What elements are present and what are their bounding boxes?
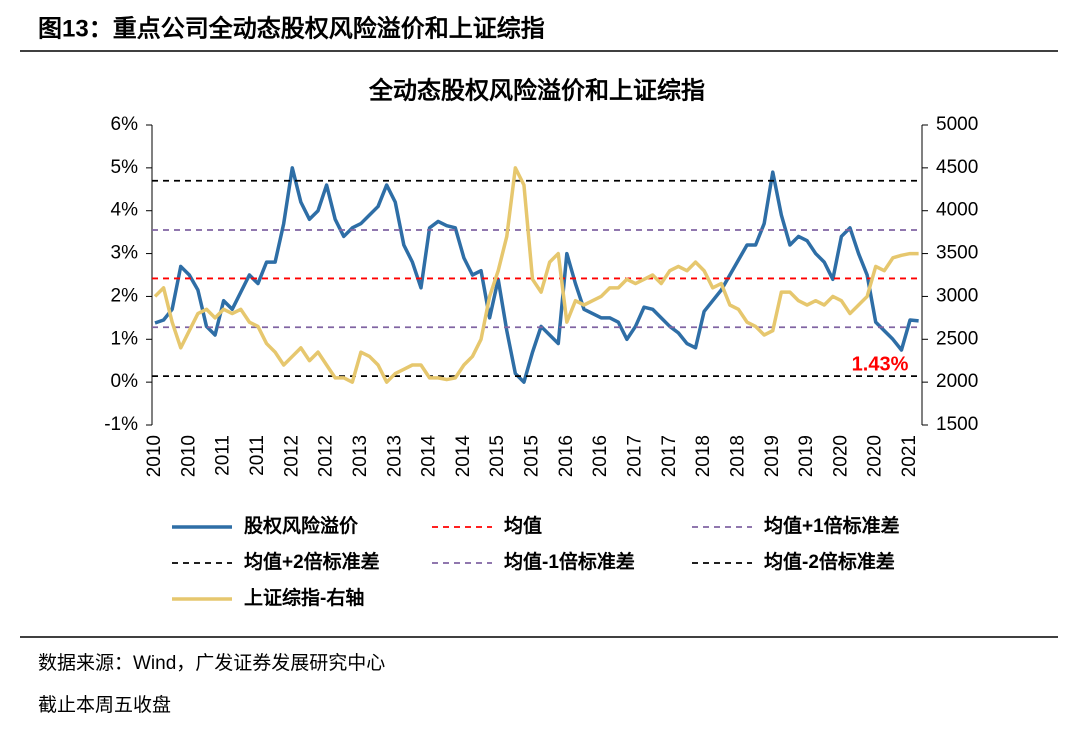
x-tick-label: 2014 xyxy=(453,435,474,478)
x-tick-label: 2012 xyxy=(281,435,302,477)
y-tick-label: 4% xyxy=(111,200,139,221)
cutoff-note: 截止本周五收盘 xyxy=(38,694,171,716)
x-tick-label: 2011 xyxy=(213,435,234,476)
figure-header: 图13：重点公司全动态股权风险溢价和上证综指 xyxy=(38,14,545,42)
y2-tick-label: 1500 xyxy=(936,414,978,435)
legend-label: 均值 xyxy=(504,514,542,537)
y2-tick-label: 2500 xyxy=(936,328,978,349)
x-tick-label: 2012 xyxy=(316,435,337,477)
x-tick-label: 2016 xyxy=(556,435,577,477)
legend-label: 均值+1倍标准差 xyxy=(764,514,900,537)
x-tick-label: 2018 xyxy=(693,435,714,477)
x-tick-label: 2021 xyxy=(899,435,920,477)
legend-label: 均值+2倍标准差 xyxy=(244,550,380,573)
x-tick-label: 2013 xyxy=(384,435,405,477)
legend-label: 股权风险溢价 xyxy=(244,514,359,537)
x-tick-label: 2019 xyxy=(762,435,783,477)
y2-tick-label: 4500 xyxy=(936,157,978,178)
y2-tick-label: 3500 xyxy=(936,243,978,264)
x-tick-label: 2020 xyxy=(830,435,851,477)
source-note: 数据来源：Wind，广发证券发展研究中心 xyxy=(38,652,385,674)
y-tick-label: 0% xyxy=(111,371,139,392)
legend-label: 均值-2倍标准差 xyxy=(764,550,895,573)
x-tick-label: 2018 xyxy=(727,435,748,477)
x-tick-label: 2017 xyxy=(659,435,680,477)
y-tick-label: 5% xyxy=(111,157,139,178)
x-tick-label: 2019 xyxy=(796,435,817,477)
y2-tick-label: 4000 xyxy=(936,200,978,221)
y-tick-label: 1% xyxy=(111,328,139,349)
x-tick-label: 2010 xyxy=(144,435,165,477)
y-tick-label: -1% xyxy=(104,414,138,435)
legend-label: 上证综指-右轴 xyxy=(244,586,364,609)
annotation: 1.43% xyxy=(852,353,909,375)
y-tick-label: 3% xyxy=(111,243,139,264)
y2-tick-label: 3000 xyxy=(936,285,978,306)
x-tick-label: 2017 xyxy=(624,435,645,477)
x-tick-label: 2013 xyxy=(350,435,371,477)
y-tick-label: 2% xyxy=(111,285,139,306)
x-tick-label: 2010 xyxy=(178,435,199,477)
y-tick-label: 6% xyxy=(111,114,139,135)
x-tick-label: 2015 xyxy=(487,435,508,477)
legend-label: 均值-1倍标准差 xyxy=(504,550,635,573)
x-tick-label: 2014 xyxy=(419,435,440,478)
x-tick-label: 2015 xyxy=(522,435,543,477)
chart-title: 全动态股权风险溢价和上证综指 xyxy=(368,76,705,104)
y2-tick-label: 5000 xyxy=(936,114,978,135)
series-line xyxy=(153,166,919,384)
y2-tick-label: 2000 xyxy=(936,371,978,392)
series-line xyxy=(154,166,919,384)
x-tick-label: 2011 xyxy=(247,435,268,476)
x-tick-label: 2020 xyxy=(865,435,886,477)
x-tick-label: 2016 xyxy=(590,435,611,477)
